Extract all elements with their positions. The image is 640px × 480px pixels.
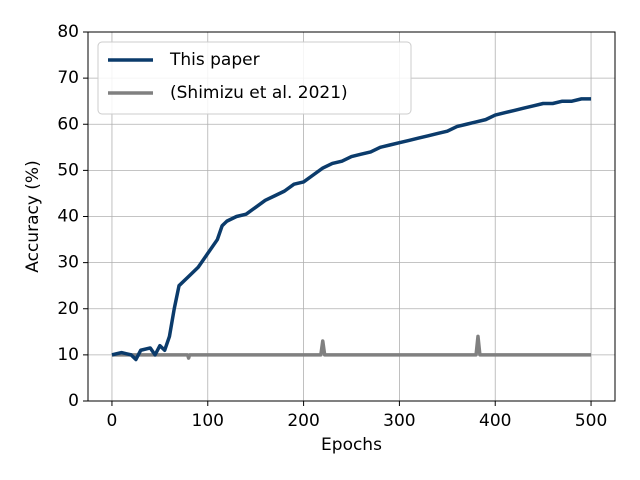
y-tick-label: 60	[57, 114, 79, 134]
legend-box	[97, 41, 412, 115]
y-tick-label: 0	[68, 391, 79, 411]
y-tick-label: 40	[57, 207, 79, 227]
x-tick-label: 300	[383, 411, 415, 431]
y-tick-label: 20	[57, 299, 79, 319]
y-tick-label: 70	[57, 68, 79, 88]
y-tick-label: 50	[57, 160, 79, 180]
legend-label: This paper	[169, 50, 260, 70]
x-tick-label: 0	[107, 411, 118, 431]
data-line	[111, 97, 592, 362]
legend-label: (Shimizu et al. 2021)	[170, 83, 348, 103]
plot-frame	[87, 31, 616, 402]
y-tick-label: 30	[57, 253, 79, 273]
x-axis-label: Epochs	[321, 435, 382, 455]
y-axis-label: Accuracy (%)	[23, 160, 43, 272]
y-tick-label: 10	[57, 345, 79, 365]
y-tick-label: 80	[57, 22, 79, 42]
x-tick-label: 200	[287, 411, 319, 431]
x-tick-label: 500	[575, 411, 607, 431]
x-tick-label: 400	[479, 411, 511, 431]
x-tick-label: 100	[192, 411, 224, 431]
data-line	[111, 334, 592, 360]
